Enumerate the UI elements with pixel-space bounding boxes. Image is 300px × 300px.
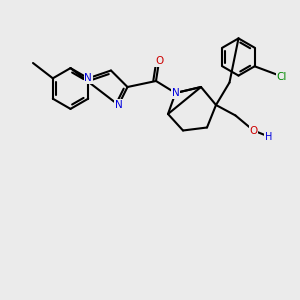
Text: O: O	[249, 125, 258, 136]
Text: H: H	[265, 131, 272, 142]
Text: N: N	[84, 73, 92, 83]
Text: N: N	[115, 100, 122, 110]
Text: O: O	[155, 56, 163, 67]
Text: N: N	[172, 88, 179, 98]
Text: Cl: Cl	[277, 71, 287, 82]
